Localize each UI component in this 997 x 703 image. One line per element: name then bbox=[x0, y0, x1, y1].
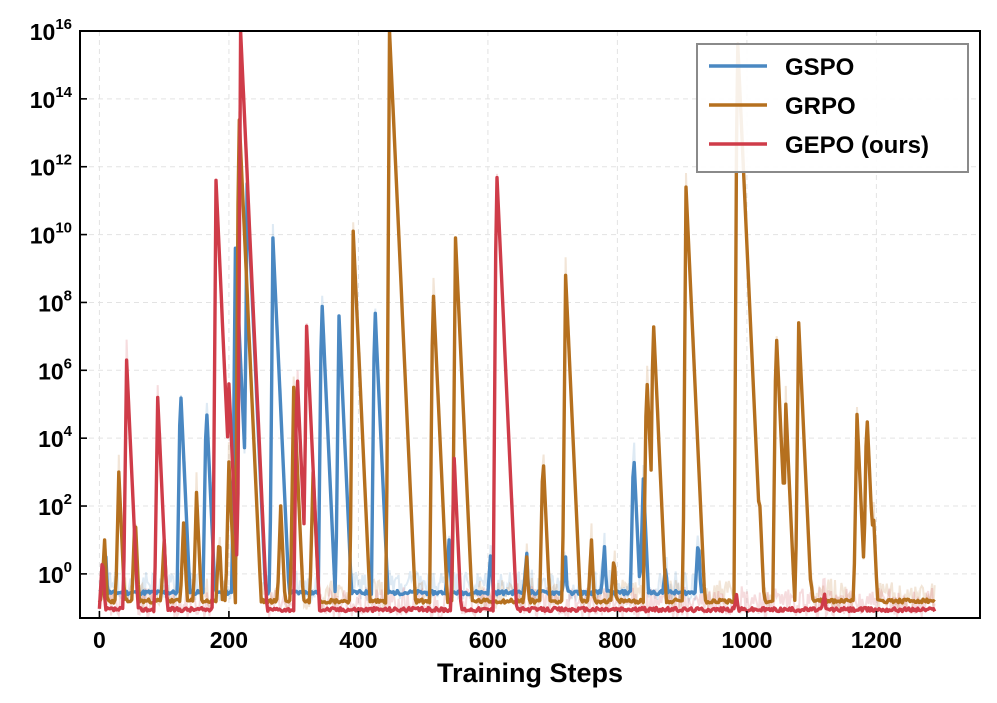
grid bbox=[80, 30, 980, 618]
y-tick-label: 1014 bbox=[30, 84, 73, 113]
y-tick-label: 100 bbox=[38, 559, 72, 588]
series-line-gepo-ours bbox=[97, 31, 937, 614]
y-tick-label: 1012 bbox=[30, 152, 72, 181]
y-tick-label: 104 bbox=[38, 423, 73, 452]
legend-label: GEPO (ours) bbox=[785, 132, 929, 159]
series-lines bbox=[97, 31, 937, 614]
y-tick-label: 108 bbox=[38, 287, 72, 316]
y-tick-label: 1010 bbox=[30, 220, 72, 249]
y-tick-label: 102 bbox=[38, 491, 72, 520]
x-tick-label: 1200 bbox=[851, 627, 902, 653]
axis-ticks: 0 200 400 600 800 1000 1200 100 102 104 106 108 1010… bbox=[30, 16, 902, 653]
x-tick-label: 600 bbox=[469, 627, 507, 653]
legend-label: GSPO bbox=[785, 54, 854, 81]
x-tick-label: 1000 bbox=[721, 627, 772, 653]
x-axis-title: Training Steps bbox=[437, 658, 623, 688]
y-tick-label: 106 bbox=[38, 355, 72, 384]
x-tick-label: 0 bbox=[93, 627, 106, 653]
y-tick-label: 1016 bbox=[30, 16, 72, 45]
x-tick-label: 200 bbox=[210, 627, 248, 653]
x-tick-label: 800 bbox=[598, 627, 636, 653]
legend-label: GRPO bbox=[785, 93, 856, 120]
x-tick-label: 400 bbox=[339, 627, 377, 653]
legend: GSPO GRPO GEPO (ours) bbox=[696, 43, 969, 173]
plot-frame bbox=[79, 30, 981, 619]
